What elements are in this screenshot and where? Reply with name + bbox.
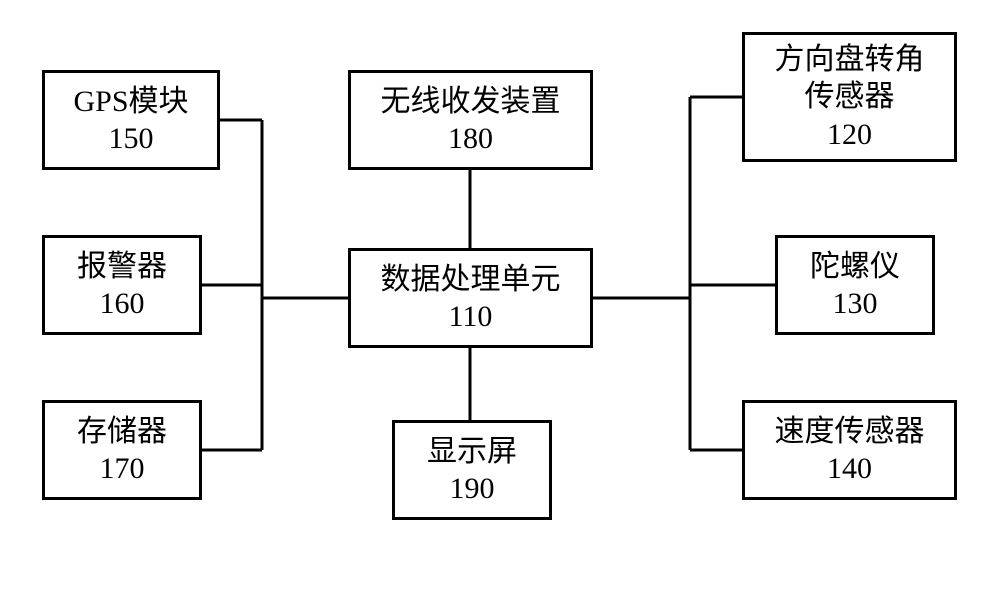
node-number: 140 — [827, 450, 872, 488]
node-n160: 报警器160 — [42, 235, 202, 335]
node-label: 存储器 — [77, 413, 167, 451]
node-n170: 存储器170 — [42, 400, 202, 500]
node-label: 显示屏 — [427, 433, 517, 471]
node-label: 报警器 — [77, 248, 167, 286]
node-label: 无线收发装置 — [381, 83, 561, 121]
node-n150: GPS模块150 — [42, 70, 220, 170]
node-n110: 数据处理单元110 — [348, 248, 593, 348]
block-diagram: GPS模块150 报警器160 存储器170 无线收发装置180 数据处理单元110 显示… — [0, 0, 1000, 598]
node-label: 速度传感器 — [775, 413, 925, 451]
node-n140: 速度传感器140 — [742, 400, 957, 500]
node-label: 陀螺仪 — [810, 248, 900, 286]
node-n190: 显示屏190 — [392, 420, 552, 520]
node-label: GPS模块 — [73, 83, 188, 121]
node-number: 120 — [827, 116, 872, 154]
node-number: 150 — [109, 120, 154, 158]
node-n180: 无线收发装置180 — [348, 70, 593, 170]
node-number: 190 — [450, 470, 495, 508]
node-number: 180 — [448, 120, 493, 158]
node-n120: 方向盘转角 传感器120 — [742, 32, 957, 162]
node-number: 110 — [449, 298, 493, 336]
node-n130: 陀螺仪130 — [775, 235, 935, 335]
node-number: 130 — [833, 285, 878, 323]
node-number: 170 — [100, 450, 145, 488]
node-label: 方向盘转角 传感器 — [775, 41, 925, 116]
node-number: 160 — [100, 285, 145, 323]
node-label: 数据处理单元 — [381, 261, 561, 299]
